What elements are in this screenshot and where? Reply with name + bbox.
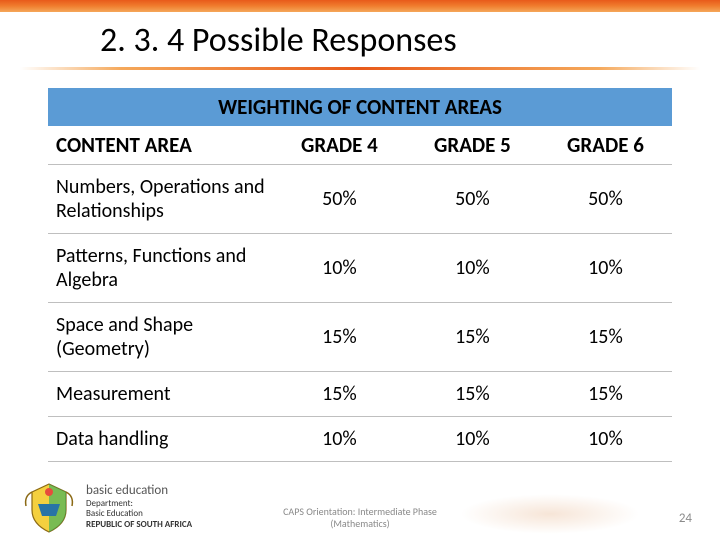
cell-area: Patterns, Functions and Algebra	[48, 234, 273, 303]
cell-g6: 15%	[539, 372, 672, 417]
cell-g5: 10%	[406, 417, 539, 462]
footer: basic education Department: Basic Educat…	[0, 478, 720, 540]
table-title-row: WEIGHTING OF CONTENT AREAS	[48, 88, 672, 126]
footer-center-line2: (Mathematics)	[283, 518, 437, 530]
cell-g4: 10%	[273, 234, 406, 303]
cell-g5: 50%	[406, 165, 539, 234]
content-area: WEIGHTING OF CONTENT AREAS CONTENT AREA …	[0, 88, 720, 462]
table-row: Data handling 10% 10% 10%	[48, 417, 672, 462]
cell-area: Data handling	[48, 417, 273, 462]
cell-area: Measurement	[48, 372, 273, 417]
table-row: Numbers, Operations and Relationships 50…	[48, 165, 672, 234]
dept-brand: basic education	[86, 484, 192, 499]
col-grade-4: GRADE 4	[273, 126, 406, 165]
cell-g4: 50%	[273, 165, 406, 234]
page-number: 24	[679, 511, 692, 526]
weighting-table: WEIGHTING OF CONTENT AREAS CONTENT AREA …	[48, 88, 672, 462]
accent-top-band	[0, 0, 720, 12]
cell-g5: 10%	[406, 234, 539, 303]
cell-g6: 15%	[539, 303, 672, 372]
cell-g4: 10%	[273, 417, 406, 462]
cell-g6: 50%	[539, 165, 672, 234]
cell-g4: 15%	[273, 372, 406, 417]
table-header-row: CONTENT AREA GRADE 4 GRADE 5 GRADE 6	[48, 126, 672, 165]
cell-area: Space and Shape (Geometry)	[48, 303, 273, 372]
slide-title: 2. 3. 4 Possible Responses	[0, 12, 720, 67]
table-title: WEIGHTING OF CONTENT AREAS	[48, 88, 672, 126]
dept-line4: REPUBLIC OF SOUTH AFRICA	[86, 520, 192, 530]
cell-g6: 10%	[539, 417, 672, 462]
footer-center-text: CAPS Orientation: Intermediate Phase (Ma…	[283, 506, 437, 530]
table-row: Patterns, Functions and Algebra 10% 10% …	[48, 234, 672, 303]
cell-area: Numbers, Operations and Relationships	[48, 165, 273, 234]
cell-g5: 15%	[406, 372, 539, 417]
cell-g5: 15%	[406, 303, 539, 372]
cell-g4: 15%	[273, 303, 406, 372]
col-content-area: CONTENT AREA	[48, 126, 273, 165]
footer-decoration	[460, 494, 640, 534]
cell-g6: 10%	[539, 234, 672, 303]
col-grade-5: GRADE 5	[406, 126, 539, 165]
col-grade-6: GRADE 6	[539, 126, 672, 165]
department-text: basic education Department: Basic Educat…	[86, 484, 192, 530]
coat-of-arms-icon	[18, 482, 80, 534]
table-row: Measurement 15% 15% 15%	[48, 372, 672, 417]
table-row: Space and Shape (Geometry) 15% 15% 15%	[48, 303, 672, 372]
title-underline	[20, 67, 700, 70]
